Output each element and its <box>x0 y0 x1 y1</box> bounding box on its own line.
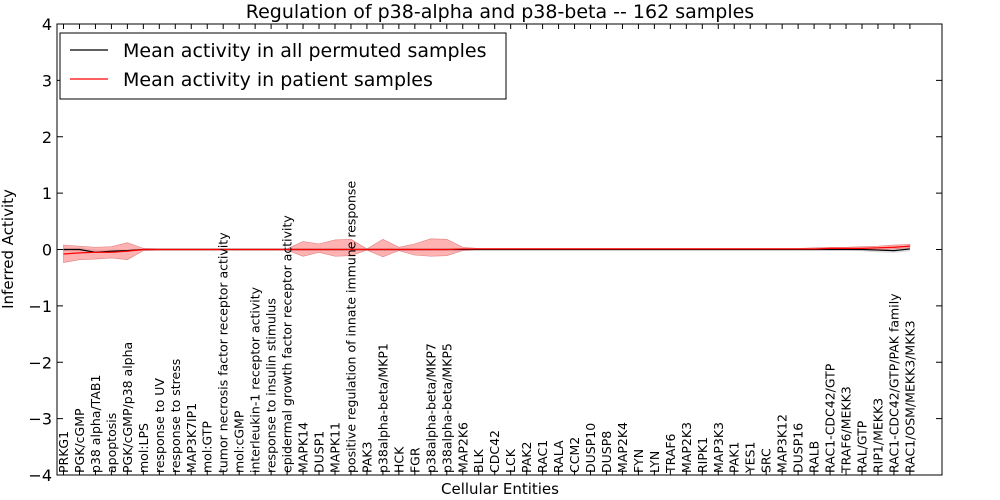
y-axis-label: Inferred Activity <box>0 189 17 309</box>
x-tick-label: mol:GTP <box>200 421 215 473</box>
x-tick-label: MAPK11 <box>327 422 342 473</box>
x-tick-label: PAK1 <box>727 442 742 473</box>
x-tick-label: DUSP1 <box>312 431 327 473</box>
x-tick-label: RAC1/OSM/MEKK3/MKK3 <box>902 320 917 473</box>
x-tick-label: FYN <box>631 449 646 473</box>
legend-label-patient: Mean activity in patient samples <box>123 69 433 91</box>
x-tick-label: epidermal growth factor receptor activit… <box>280 215 295 473</box>
x-tick-label: RAC1-CDC42/GTP/PAK family <box>886 293 901 473</box>
y-tick-label: 1 <box>42 184 52 203</box>
x-tick-label: response to stress <box>168 359 183 473</box>
x-tick-label: PGK/cGMP <box>72 408 87 473</box>
x-tick-label: RAC1 <box>535 440 550 473</box>
x-tick-label: FGR <box>407 447 422 473</box>
x-tick-label: RAC1-CDC42/GTP <box>823 363 838 473</box>
x-tick-label: MAP2K6 <box>455 422 470 473</box>
x-tick-label: p38alpha-beta/MKP1 <box>375 343 390 473</box>
x-tick-label: p38alpha-beta/MKP5 <box>439 343 454 473</box>
y-tick-label: 2 <box>42 128 52 147</box>
x-tick-label: DUSP10 <box>583 423 598 473</box>
x-tick-label: SRC <box>759 448 774 473</box>
x-tick-label: MAP3K12 <box>775 414 790 473</box>
x-tick-label: p38alpha-beta/MKP7 <box>423 343 438 473</box>
x-tick-label: response to insulin stimulus <box>264 298 279 473</box>
x-tick-labels: PRKG1 PGK/cGMP p38 alpha/TAB1 apoptosis PGK/… <box>56 24 917 475</box>
y-tick-label: 4 <box>42 15 52 34</box>
series-lines <box>63 245 910 255</box>
x-axis-label: Cellular Entities <box>441 480 559 498</box>
y-axis-ticks: −4 −3 −2 −1 0 1 2 3 4 <box>28 15 942 485</box>
y-tick-label: 0 <box>42 241 52 260</box>
chart-title: Regulation of p38-alpha and p38-beta -- … <box>246 1 754 23</box>
line-patient <box>63 245 910 255</box>
x-tick-label: RIP1/MEKK3 <box>870 398 885 473</box>
y-tick-label: −2 <box>28 353 52 372</box>
x-tick-label: HCK <box>391 446 406 473</box>
x-tick-label: RIPK1 <box>695 437 710 473</box>
x-tick-label: TRAF6 <box>663 433 678 474</box>
x-tick-label: YES1 <box>743 442 758 474</box>
x-tick-label: CDC42 <box>487 430 502 473</box>
x-tick-label: p38 alpha/TAB1 <box>88 375 103 473</box>
y-tick-label: −4 <box>28 466 52 485</box>
x-tick-label: PAK3 <box>359 442 374 473</box>
x-tick-label: PGK/cGMP/p38 alpha <box>120 342 135 473</box>
x-tick-label: MAP3K3 <box>711 422 726 473</box>
legend: Mean activity in all permuted samples Me… <box>59 32 507 100</box>
x-tick-label: LYN <box>647 451 662 473</box>
x-tick-label: apoptosis <box>104 413 119 473</box>
legend-label-permuted: Mean activity in all permuted samples <box>123 40 486 62</box>
x-tick-label: positive regulation of innate immune res… <box>343 181 358 473</box>
x-tick-label: LCK <box>503 448 518 473</box>
x-tick-label: MAPK14 <box>296 422 311 473</box>
x-tick-label: MAP3K7IP1 <box>184 403 199 473</box>
x-tick-label: DUSP8 <box>599 431 614 473</box>
x-tick-label: response to UV <box>152 378 167 473</box>
x-tick-label: interleukin-1 receptor activity <box>248 286 263 473</box>
x-tick-label: mol:cGMP <box>232 410 247 473</box>
x-tick-label: BLK <box>471 448 486 473</box>
legend-box <box>59 32 507 100</box>
x-tick-label: RAL/GTP <box>855 420 870 473</box>
plot-frame <box>56 23 943 476</box>
x-tick-label: MAP2K4 <box>615 422 630 473</box>
x-tick-label: RALB <box>807 441 822 473</box>
y-tick-label: −1 <box>28 297 52 316</box>
x-tick-label: PAK2 <box>519 442 534 473</box>
y-tick-label: −3 <box>28 410 52 429</box>
band-patient <box>63 238 911 263</box>
x-tick-label: CCM2 <box>567 437 582 473</box>
x-tick-label: MAP2K3 <box>679 422 694 473</box>
x-tick-label: RALA <box>551 440 566 473</box>
x-tick-label: tumor necrosis factor receptor activity <box>216 232 231 473</box>
x-tick-label: DUSP16 <box>791 423 806 473</box>
confidence-bands <box>63 238 911 263</box>
x-tick-label: TRAF6/MEKK3 <box>839 386 854 474</box>
y-tick-label: 3 <box>42 71 52 90</box>
x-tick-label: mol:LPS <box>136 423 151 473</box>
x-tick-label: PRKG1 <box>56 431 71 473</box>
